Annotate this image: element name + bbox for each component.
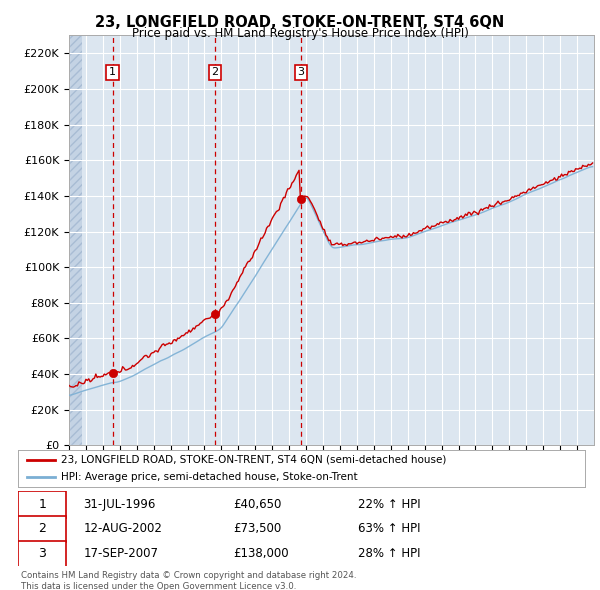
Text: 3: 3 [298,67,305,77]
Text: 63% ↑ HPI: 63% ↑ HPI [358,522,421,536]
Text: 28% ↑ HPI: 28% ↑ HPI [358,547,421,560]
Text: 23, LONGFIELD ROAD, STOKE-ON-TRENT, ST4 6QN (semi-detached house): 23, LONGFIELD ROAD, STOKE-ON-TRENT, ST4 … [61,455,446,464]
Text: 2: 2 [38,522,46,536]
Text: 22% ↑ HPI: 22% ↑ HPI [358,498,421,511]
Text: 17-SEP-2007: 17-SEP-2007 [83,547,158,560]
Text: 3: 3 [38,547,46,560]
Text: Contains HM Land Registry data © Crown copyright and database right 2024.
This d: Contains HM Land Registry data © Crown c… [21,571,356,590]
Text: 31-JUL-1996: 31-JUL-1996 [83,498,155,511]
Text: Price paid vs. HM Land Registry's House Price Index (HPI): Price paid vs. HM Land Registry's House … [131,27,469,40]
FancyBboxPatch shape [18,516,66,542]
Text: 1: 1 [38,498,46,511]
Text: 2: 2 [211,67,218,77]
Text: HPI: Average price, semi-detached house, Stoke-on-Trent: HPI: Average price, semi-detached house,… [61,473,357,483]
Text: £73,500: £73,500 [233,522,282,536]
Text: £138,000: £138,000 [233,547,289,560]
Text: £40,650: £40,650 [233,498,282,511]
Text: 23, LONGFIELD ROAD, STOKE-ON-TRENT, ST4 6QN: 23, LONGFIELD ROAD, STOKE-ON-TRENT, ST4 … [95,15,505,30]
Text: 12-AUG-2002: 12-AUG-2002 [83,522,162,536]
FancyBboxPatch shape [18,541,66,567]
Text: 1: 1 [109,67,116,77]
FancyBboxPatch shape [18,491,66,517]
